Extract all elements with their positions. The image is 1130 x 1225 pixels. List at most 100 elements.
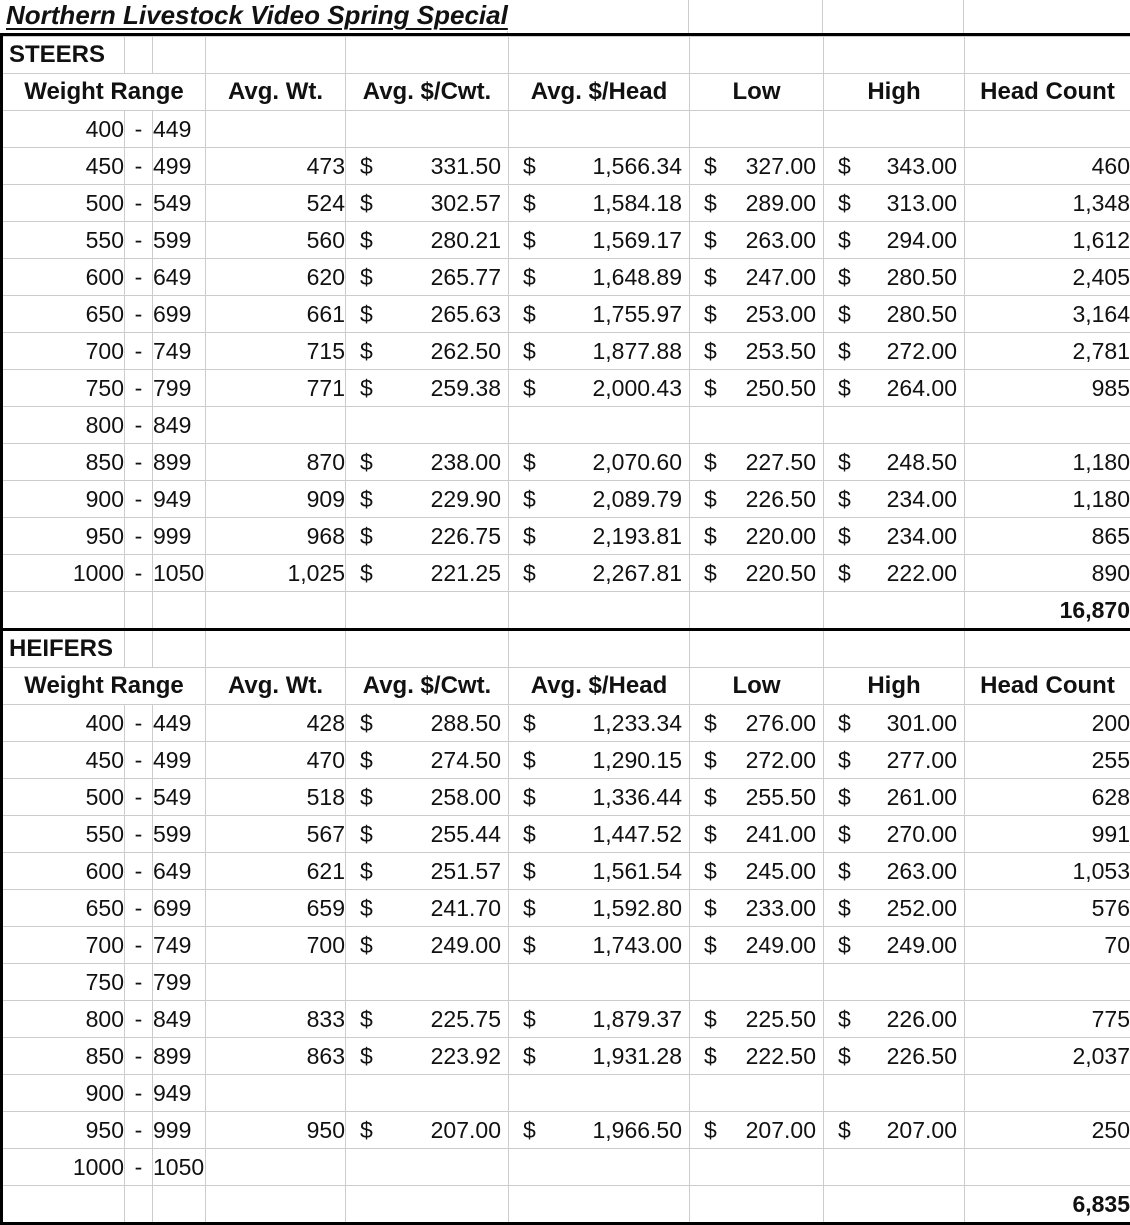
cell-avg-head-value: 1,290.15 — [592, 747, 689, 774]
cell-high-value: 252.00 — [887, 895, 964, 922]
cell-range-separator: - — [125, 742, 153, 779]
currency-symbol: $ — [509, 747, 536, 774]
cell-weight-low: 550 — [2, 222, 125, 259]
cell-avg-cwt-value: 265.77 — [431, 264, 508, 291]
cell-weight-high: 599 — [153, 816, 206, 853]
cell-avg-wt — [206, 407, 346, 444]
cell-avg-cwt-value: 274.50 — [431, 747, 508, 774]
cell-low-value: 276.00 — [746, 710, 823, 737]
cell-low: $255.50 — [690, 779, 824, 816]
cell-avg-cwt: $226.75 — [346, 518, 509, 555]
cell-head-count: 255 — [965, 742, 1130, 779]
cell-weight-high: 999 — [153, 518, 206, 555]
empty-cell — [2, 592, 125, 630]
cell-high: $280.50 — [824, 296, 965, 333]
cell-low — [690, 964, 824, 1001]
cell-avg-wt: 771 — [206, 370, 346, 407]
cell-high-value: 277.00 — [887, 747, 964, 774]
cell-low: $249.00 — [690, 927, 824, 964]
currency-symbol: $ — [690, 153, 717, 180]
currency-symbol: $ — [509, 338, 536, 365]
cell-avg-cwt-value: 221.25 — [431, 560, 508, 587]
cell-range-separator: - — [125, 555, 153, 592]
currency-symbol: $ — [690, 560, 717, 587]
empty-cell — [153, 630, 206, 668]
cell-head-count — [965, 964, 1130, 1001]
cell-range-separator: - — [125, 853, 153, 890]
cell-high-value: 280.50 — [887, 301, 964, 328]
currency-symbol: $ — [509, 1006, 536, 1033]
cell-avg-cwt: $249.00 — [346, 927, 509, 964]
cell-weight-high: 799 — [153, 370, 206, 407]
empty-cell — [509, 630, 690, 668]
cell-avg-wt: 1,025 — [206, 555, 346, 592]
cell-high — [824, 1075, 965, 1112]
cell-low-value: 263.00 — [746, 227, 823, 254]
cell-avg-head-value: 1,648.89 — [592, 264, 689, 291]
cell-avg-cwt-value: 288.50 — [431, 710, 508, 737]
empty-cell — [125, 1186, 153, 1224]
empty-cell — [153, 1186, 206, 1224]
cell-low: $289.00 — [690, 185, 824, 222]
cell-head-count: 628 — [965, 779, 1130, 816]
cell-low: $227.50 — [690, 444, 824, 481]
empty-cell — [346, 37, 509, 74]
currency-symbol: $ — [690, 1006, 717, 1033]
currency-symbol: $ — [509, 560, 536, 587]
cell-low: $220.00 — [690, 518, 824, 555]
cell-high-value: 234.00 — [887, 523, 964, 550]
empty-cell — [824, 592, 965, 630]
cell-avg-head-value: 1,592.80 — [592, 895, 689, 922]
cell-avg-cwt-value: 241.70 — [431, 895, 508, 922]
cell-avg-head: $1,648.89 — [509, 259, 690, 296]
cell-head-count: 200 — [965, 705, 1130, 742]
cell-head-count: 2,405 — [965, 259, 1130, 296]
cell-high-value: 207.00 — [887, 1117, 964, 1144]
currency-symbol: $ — [690, 486, 717, 513]
cell-weight-low: 450 — [2, 148, 125, 185]
currency-symbol: $ — [509, 821, 536, 848]
cell-high: $343.00 — [824, 148, 965, 185]
cell-avg-wt — [206, 964, 346, 1001]
cell-head-count: 1,348 — [965, 185, 1130, 222]
cell-low-value: 222.50 — [746, 1043, 823, 1070]
empty-cell — [509, 1186, 690, 1224]
currency-symbol: $ — [690, 895, 717, 922]
empty-cell — [824, 37, 965, 74]
cell-avg-head-value: 1,931.28 — [592, 1043, 689, 1070]
cell-range-separator: - — [125, 927, 153, 964]
currency-symbol: $ — [824, 190, 851, 217]
currency-symbol: $ — [509, 858, 536, 885]
cell-low-value: 225.50 — [746, 1006, 823, 1033]
cell-low: $253.00 — [690, 296, 824, 333]
cell-low — [690, 1149, 824, 1186]
empty-cell — [965, 630, 1130, 668]
cell-avg-cwt-value: 280.21 — [431, 227, 508, 254]
column-header-weight-range: Weight Range — [2, 74, 206, 111]
cell-weight-low: 900 — [2, 481, 125, 518]
cell-avg-cwt: $229.90 — [346, 481, 509, 518]
currency-symbol: $ — [346, 301, 373, 328]
currency-symbol: $ — [824, 338, 851, 365]
currency-symbol: $ — [346, 747, 373, 774]
cell-weight-low: 900 — [2, 1075, 125, 1112]
cell-range-separator: - — [125, 481, 153, 518]
cell-weight-low: 1000 — [2, 1149, 125, 1186]
cell-low: $241.00 — [690, 816, 824, 853]
cell-high — [824, 964, 965, 1001]
cell-head-count: 991 — [965, 816, 1130, 853]
cell-head-count: 1,180 — [965, 444, 1130, 481]
cell-avg-cwt-value: 229.90 — [431, 486, 508, 513]
cell-weight-high: 999 — [153, 1112, 206, 1149]
cell-avg-cwt-value: 255.44 — [431, 821, 508, 848]
cell-weight-low: 650 — [2, 296, 125, 333]
cell-weight-low: 1000 — [2, 555, 125, 592]
cell-head-count: 1,180 — [965, 481, 1130, 518]
column-header-weight-range: Weight Range — [2, 668, 206, 705]
cell-weight-high: 849 — [153, 1001, 206, 1038]
